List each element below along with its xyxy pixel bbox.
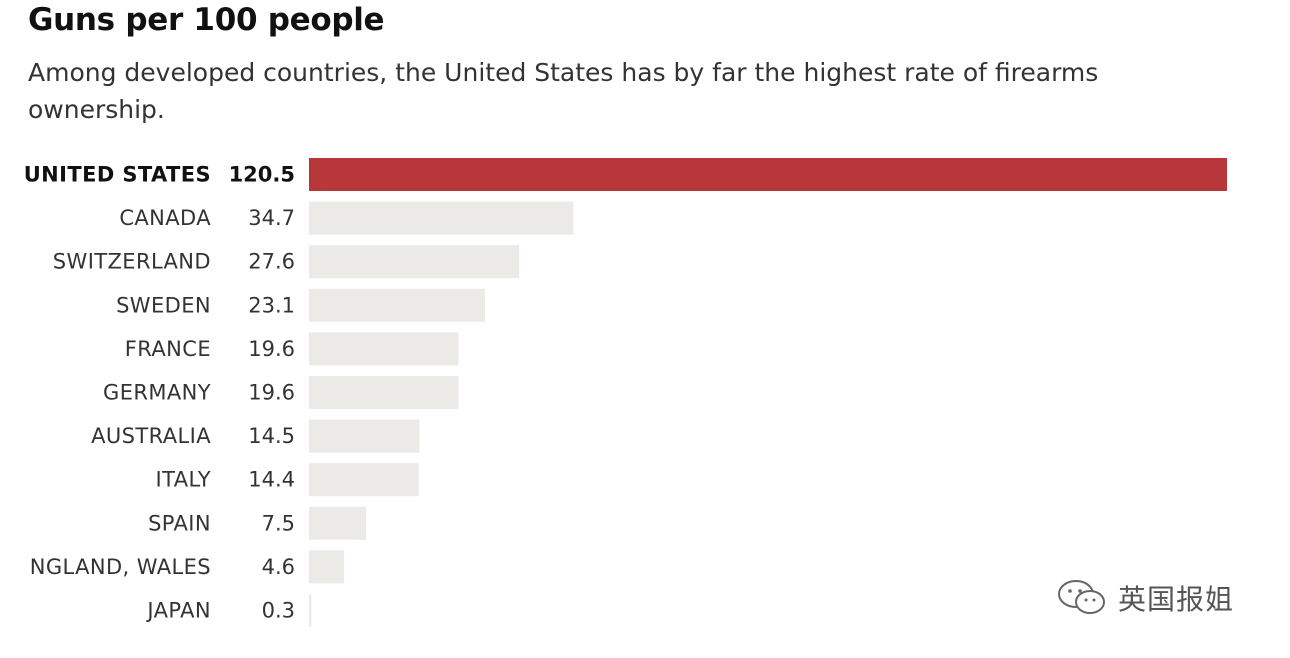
value-label-ngland-wales: 4.6 bbox=[262, 555, 295, 579]
country-label-spain: SPAIN bbox=[148, 511, 211, 535]
value-label-sweden: 23.1 bbox=[248, 293, 295, 317]
bar-germany bbox=[309, 376, 459, 409]
country-label-ngland-wales: NGLAND, WALES bbox=[30, 555, 211, 579]
value-label-canada: 34.7 bbox=[248, 206, 295, 230]
value-label-australia: 14.5 bbox=[248, 424, 295, 448]
country-label-switzerland: SWITZERLAND bbox=[53, 250, 211, 274]
watermark: 英国报姐 bbox=[1056, 578, 1234, 618]
bar-canada bbox=[309, 201, 574, 235]
value-label-germany: 19.6 bbox=[248, 381, 295, 405]
country-label-france: FRANCE bbox=[125, 337, 211, 361]
bar-spain bbox=[309, 506, 367, 540]
bar-france bbox=[309, 332, 459, 366]
country-label-italy: ITALY bbox=[156, 468, 212, 492]
bar-sweden bbox=[309, 288, 485, 322]
country-label-sweden: SWEDEN bbox=[116, 293, 211, 317]
value-label-italy: 14.4 bbox=[248, 468, 295, 492]
value-label-japan: 0.3 bbox=[262, 599, 295, 623]
wechat-icon bbox=[1058, 580, 1105, 614]
watermark-text: 英国报姐 bbox=[1118, 583, 1235, 616]
country-label-germany: GERMANY bbox=[103, 381, 211, 405]
value-label-united-states: 120.5 bbox=[229, 163, 295, 187]
country-label-united-states: UNITED STATES bbox=[24, 163, 211, 187]
value-label-france: 19.6 bbox=[248, 337, 295, 361]
bar-japan bbox=[309, 594, 312, 627]
bar-ngland-wales bbox=[309, 550, 345, 584]
value-label-switzerland: 27.6 bbox=[248, 250, 295, 274]
country-label-canada: CANADA bbox=[119, 206, 211, 230]
bar-australia bbox=[309, 419, 420, 453]
bar-switzerland bbox=[309, 245, 520, 279]
bar-united-states bbox=[309, 158, 1227, 191]
chart-title: Guns per 100 people bbox=[28, 2, 385, 38]
chart-subtitle: Among developed countries, the United St… bbox=[28, 58, 1099, 124]
country-label-australia: AUSTRALIA bbox=[91, 424, 211, 448]
value-label-spain: 7.5 bbox=[262, 511, 295, 535]
country-label-japan: JAPAN bbox=[145, 599, 211, 623]
bar-italy bbox=[309, 463, 419, 497]
